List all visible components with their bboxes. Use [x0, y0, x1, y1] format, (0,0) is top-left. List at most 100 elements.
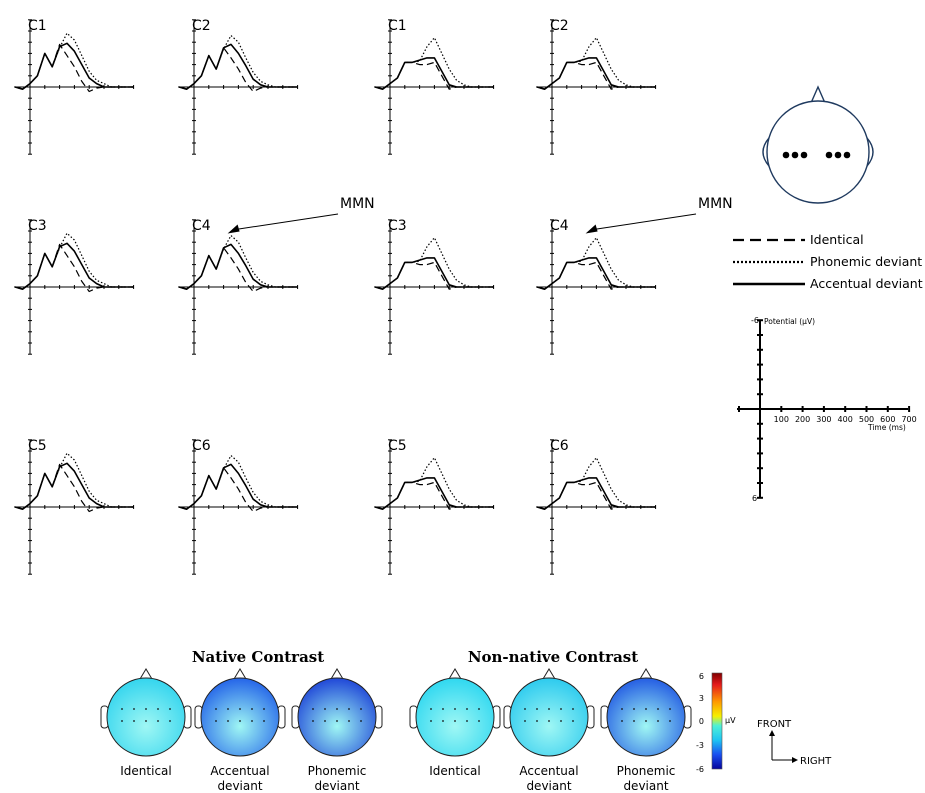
topo-electrode	[454, 708, 456, 710]
topo-scalp	[106, 677, 186, 757]
scale-x-tick-label: 700	[901, 415, 916, 424]
right-ear	[866, 137, 874, 167]
erp-panels: C1 C2 C1 C2 C3 C4 MMN C3 C4 MMN C5 C6 C5 C6	[14, 18, 733, 575]
topomap-label-line1: Accentual	[519, 764, 578, 778]
erp-panel-native-c5: C5	[14, 438, 135, 575]
scale-x-tick-label: 600	[880, 415, 895, 424]
topo-electrode	[645, 720, 647, 722]
head-outline	[766, 100, 870, 204]
topo-electrode	[430, 720, 432, 722]
topo-scalp	[297, 677, 377, 757]
topo-electrode	[524, 708, 526, 710]
topomap-group-title: Non-native Contrast	[468, 648, 638, 666]
colorbar-tick: -6	[696, 765, 704, 774]
topo-scalp	[509, 677, 589, 757]
topo-electrode	[572, 720, 574, 722]
topo-electrode	[657, 708, 659, 710]
topo-electrode	[227, 708, 229, 710]
colorbar-tick: 6	[699, 672, 704, 681]
topo-electrode	[657, 720, 659, 722]
topomap-label-line1: Identical	[429, 764, 480, 778]
erp-panel-native-c2: C2	[178, 18, 299, 155]
topo-scalp	[200, 677, 280, 757]
topomap-label-line2: deviant	[217, 779, 262, 793]
topo-electrode	[430, 708, 432, 710]
colorbar-unit: μV	[725, 716, 736, 725]
topo-electrode	[145, 720, 147, 722]
colorbar-tick: 3	[699, 694, 704, 703]
electrode-dot	[834, 151, 842, 159]
topo-electrode	[169, 720, 171, 722]
series-accentual-deviant	[14, 242, 134, 291]
panel-label: C4	[550, 218, 569, 234]
electrode-dot	[791, 151, 799, 159]
topo-scalp	[415, 677, 495, 757]
topo-nose	[139, 668, 153, 680]
series-accentual-deviant	[374, 257, 494, 291]
topo-electrode	[348, 720, 350, 722]
topo-electrode	[524, 720, 526, 722]
legend-label: Accentual deviant	[810, 276, 923, 291]
scale-x-tick-label: 500	[859, 415, 874, 424]
mmn-label: MMN	[340, 196, 375, 212]
topo-electrode	[669, 708, 671, 710]
topo-electrode	[548, 720, 550, 722]
topomap-nonnative-0: Identical	[409, 668, 501, 778]
series-accentual-deviant	[536, 477, 656, 511]
topomap-label-line2: deviant	[526, 779, 571, 793]
scale-x-tick-label: 300	[816, 415, 831, 424]
topo-electrode	[669, 720, 671, 722]
panel-label: C1	[28, 18, 47, 34]
left-ear	[762, 137, 770, 167]
electrode-dot	[800, 151, 808, 159]
topo-electrode	[312, 720, 314, 722]
mmn-arrow	[593, 213, 697, 230]
right-label: RIGHT	[800, 756, 832, 767]
topo-electrode	[251, 708, 253, 710]
panel-label: C2	[550, 18, 569, 34]
topo-electrode	[239, 708, 241, 710]
panel-label: C6	[550, 438, 569, 454]
scale-x-tick-label: 200	[795, 415, 810, 424]
series-accentual-deviant	[178, 243, 298, 291]
topo-electrode	[478, 720, 480, 722]
topo-electrode	[312, 708, 314, 710]
topo-electrode	[348, 708, 350, 710]
series-phonemic-deviant	[15, 452, 134, 510]
topomap-label-line1: Accentual	[210, 764, 269, 778]
scale-y-label: Potential (μV)	[764, 317, 815, 326]
topo-electrode	[466, 720, 468, 722]
erp-panel-native-c4: C4 MMN	[178, 196, 375, 355]
topomap-label-line2: deviant	[623, 779, 668, 793]
panel-label: C3	[388, 218, 407, 234]
front-arrowhead	[769, 730, 775, 736]
right-arrowhead	[792, 757, 798, 763]
panel-label: C1	[388, 18, 407, 34]
series-accentual-deviant	[14, 42, 134, 90]
topo-electrode	[169, 708, 171, 710]
topo-electrode	[572, 708, 574, 710]
topo-electrode	[215, 708, 217, 710]
scale-axes: 100 200 300 400 500 600 700 -6 6 Potential (μV) Ti…	[737, 316, 917, 503]
front-label: FRONT	[757, 719, 792, 730]
topo-electrode	[227, 720, 229, 722]
series-accentual-deviant	[14, 462, 134, 511]
legend-label: Phonemic deviant	[810, 254, 922, 269]
series-accentual-deviant	[536, 57, 656, 90]
topo-electrode	[157, 708, 159, 710]
topo-electrode	[145, 708, 147, 710]
electrode-dot	[782, 151, 790, 159]
topo-nose	[639, 668, 653, 680]
erp-panel-nonnative-c2: C2	[536, 18, 657, 155]
scale-y-bottom-label: 6	[752, 494, 757, 503]
topo-electrode	[536, 708, 538, 710]
electrode-dot	[843, 151, 851, 159]
panel-label: C4	[192, 218, 211, 234]
panel-label: C2	[192, 18, 211, 34]
topo-electrode	[478, 708, 480, 710]
series-accentual-deviant	[536, 257, 656, 291]
